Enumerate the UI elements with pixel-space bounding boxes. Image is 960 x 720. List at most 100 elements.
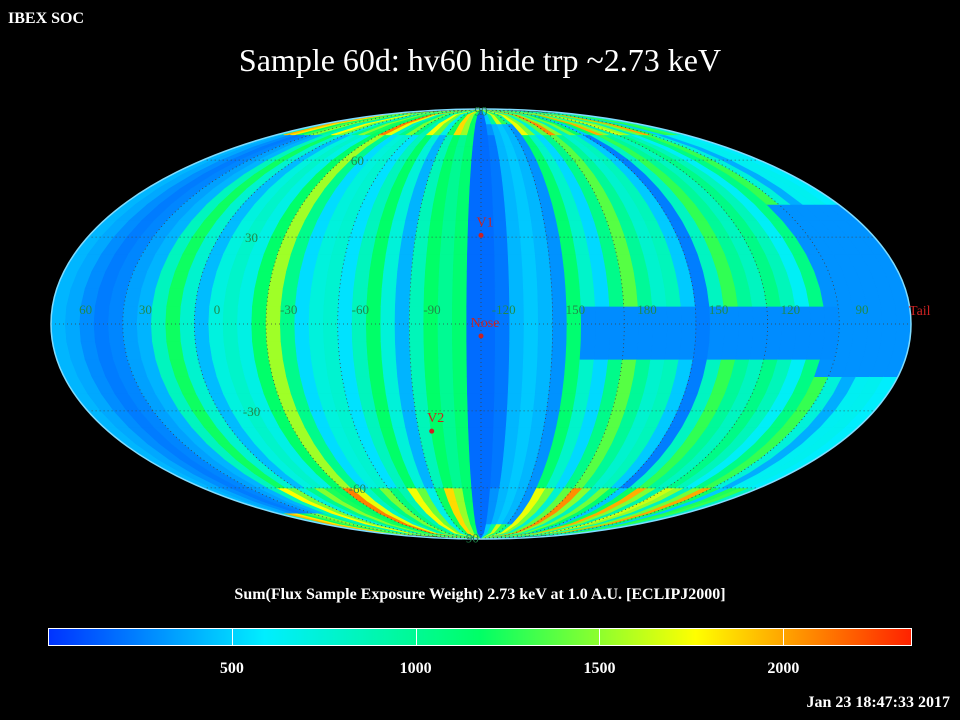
flux-cell xyxy=(550,358,567,378)
flux-cell xyxy=(383,376,401,395)
flux-cell xyxy=(809,305,826,325)
colorbar-tick-label: 1500 xyxy=(583,660,616,677)
flux-cell xyxy=(193,323,210,343)
flux-cell xyxy=(894,323,911,343)
flux-cell xyxy=(480,410,495,428)
flux-cell xyxy=(591,358,609,378)
flux-cell xyxy=(337,305,353,325)
flux-cell xyxy=(466,253,482,272)
colorbar-tick xyxy=(783,628,785,646)
flux-cell xyxy=(537,288,553,307)
flux-cell xyxy=(706,341,725,360)
flux-cell xyxy=(453,393,469,412)
flux-cell xyxy=(523,288,539,307)
flux-cell xyxy=(236,323,253,343)
flux-cell xyxy=(107,323,125,343)
flux-cell xyxy=(491,443,506,460)
flux-cell xyxy=(507,253,524,272)
flux-cell xyxy=(380,305,396,325)
flux-cell xyxy=(409,270,426,290)
flux-cell xyxy=(636,341,653,360)
flux-cell xyxy=(494,253,510,272)
flux-cell xyxy=(381,358,398,378)
flux-cell xyxy=(395,270,412,290)
flux-cell xyxy=(505,410,521,428)
flux-cell xyxy=(451,305,468,325)
flux-cell xyxy=(467,393,482,412)
flux-cell xyxy=(466,270,482,290)
flux-cell xyxy=(593,341,610,360)
flux-cell xyxy=(179,323,196,343)
flux-cell xyxy=(837,305,855,325)
flux-cell xyxy=(339,270,357,290)
marker-dot xyxy=(429,428,435,434)
marker-label: V1 xyxy=(476,215,493,230)
flux-cell xyxy=(508,270,524,290)
flux-cell xyxy=(652,323,668,343)
flux-cell xyxy=(605,358,623,378)
flux-cell xyxy=(399,236,416,255)
flux-cell xyxy=(534,376,551,395)
colorbar-title: Sum(Flux Sample Exposure Weight) 2.73 ke… xyxy=(234,586,726,603)
flux-cell xyxy=(523,341,539,360)
flux-cell xyxy=(880,305,898,325)
flux-cell xyxy=(367,358,385,378)
flux-cell xyxy=(325,270,343,290)
flux-cell xyxy=(237,341,256,360)
flux-cell xyxy=(523,305,539,325)
flux-cell xyxy=(453,236,469,255)
flux-cell xyxy=(310,270,329,290)
flux-cell xyxy=(455,427,470,444)
flux-cell xyxy=(521,376,537,395)
flux-cell xyxy=(444,188,460,205)
flux-cell xyxy=(252,341,270,360)
flux-cell xyxy=(466,288,482,307)
latitude-label: -90 xyxy=(462,531,479,546)
latitude-label: -30 xyxy=(243,404,260,419)
flux-cell xyxy=(442,204,458,221)
flux-cell xyxy=(508,358,524,378)
flux-cell xyxy=(480,270,496,290)
flux-cell xyxy=(437,341,454,360)
flux-cell xyxy=(381,270,398,290)
flux-cell xyxy=(794,323,812,343)
flux-cell xyxy=(107,305,125,325)
flux-cell xyxy=(678,341,696,360)
flux-cell xyxy=(394,341,411,360)
flux-cell xyxy=(439,393,456,412)
flux-cell xyxy=(780,323,797,343)
flux-cell xyxy=(507,376,524,395)
flux-cell xyxy=(122,323,139,343)
flux-cell xyxy=(552,323,568,343)
longitude-label: -90 xyxy=(423,302,440,317)
flux-cell xyxy=(454,410,469,428)
flux-cell xyxy=(579,341,596,360)
flux-cell xyxy=(692,341,710,360)
flux-cell xyxy=(322,323,339,343)
flux-cell xyxy=(337,323,353,343)
flux-cell xyxy=(409,288,425,307)
flux-cell xyxy=(577,358,595,378)
flux-cell xyxy=(561,253,579,272)
longitude-label: 60 xyxy=(79,302,92,317)
flux-cell xyxy=(607,341,625,360)
flux-cell xyxy=(380,323,396,343)
longitude-label: 120 xyxy=(781,302,801,317)
flux-cell xyxy=(179,305,196,325)
flux-cell xyxy=(309,341,326,360)
flux-cells xyxy=(51,109,911,539)
flux-cell xyxy=(469,173,482,190)
flux-cell xyxy=(522,358,538,378)
flux-cell xyxy=(551,341,568,360)
marker-label: Nose xyxy=(471,316,500,331)
flux-cell xyxy=(480,358,496,378)
flux-cell xyxy=(622,341,639,360)
flux-cell xyxy=(458,458,472,475)
flux-cell xyxy=(409,358,426,378)
longitude-label: 30 xyxy=(139,302,152,317)
flux-cell xyxy=(467,236,482,255)
flux-cell xyxy=(193,305,210,325)
flux-cell xyxy=(494,341,510,360)
flux-cell xyxy=(533,236,550,255)
flux-cell xyxy=(650,341,668,360)
